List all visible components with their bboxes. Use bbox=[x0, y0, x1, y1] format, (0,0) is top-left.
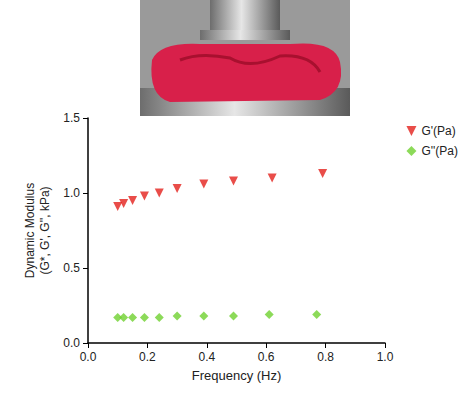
svg-text:G'(Pa): G'(Pa) bbox=[421, 124, 455, 138]
svg-text:0.2: 0.2 bbox=[139, 350, 156, 364]
svg-text:1.0: 1.0 bbox=[377, 350, 394, 364]
svg-text:Dynamic Modulus: Dynamic Modulus bbox=[23, 183, 37, 278]
svg-text:0.0: 0.0 bbox=[80, 350, 97, 364]
svg-text:0.8: 0.8 bbox=[317, 350, 334, 364]
svg-text:0.6: 0.6 bbox=[258, 350, 275, 364]
svg-text:1.0: 1.0 bbox=[63, 186, 80, 200]
svg-text:Frequency (Hz): Frequency (Hz) bbox=[192, 368, 282, 383]
svg-text:0.4: 0.4 bbox=[198, 350, 215, 364]
svg-text:1.5: 1.5 bbox=[63, 111, 80, 125]
svg-text:0.5: 0.5 bbox=[63, 261, 80, 275]
svg-text:G''(Pa): G''(Pa) bbox=[421, 144, 458, 158]
svg-text:(G*, G', G'', kPa): (G*, G', G'', kPa) bbox=[38, 186, 52, 274]
svg-text:0.0: 0.0 bbox=[63, 336, 80, 350]
